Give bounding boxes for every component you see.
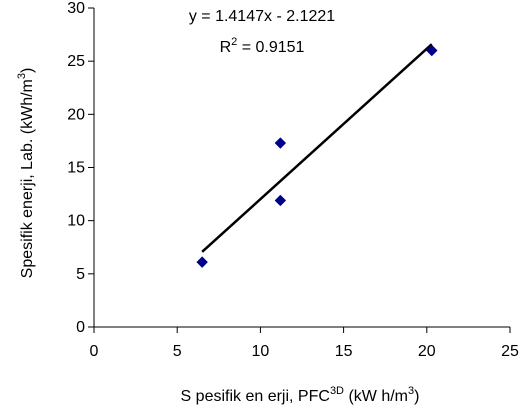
data-point — [426, 44, 438, 57]
x-tick-labels: 0 5 10 15 20 25 — [90, 343, 519, 360]
equation-label: y = 1.4147x - 2.1221 — [189, 8, 335, 25]
y-tick-label: 20 — [67, 106, 85, 123]
x-tick-label: 15 — [335, 343, 353, 360]
r-squared-label: R2 = 0.9151 — [220, 36, 305, 56]
x-axis-label: S pesifik en erji, PFC3D (kW h/m3) — [181, 385, 420, 405]
axes — [88, 7, 511, 333]
x-tick-label: 5 — [173, 343, 182, 360]
y-tick-label: 15 — [67, 160, 85, 177]
data-point — [274, 194, 287, 207]
x-tick-label: 0 — [90, 343, 99, 360]
data-point — [196, 256, 208, 268]
y-tick-label: 25 — [67, 53, 85, 70]
y-tick-label: 30 — [67, 0, 85, 17]
x-tick-label: 25 — [501, 343, 519, 360]
y-tick-labels: 0 5 10 15 20 25 30 — [67, 0, 85, 336]
trendline — [201, 43, 433, 253]
data-point — [274, 137, 287, 149]
y-axis-label: Spesifik enerji, Lab. (kWh/m3) — [16, 68, 36, 279]
y-tick-label: 10 — [67, 213, 85, 230]
x-tick-label: 10 — [252, 343, 270, 360]
trendline-group — [201, 43, 433, 253]
y-tick-label: 5 — [76, 266, 85, 283]
data-points — [196, 44, 438, 268]
x-tick-label: 20 — [418, 343, 436, 360]
y-tick-label: 0 — [76, 319, 85, 336]
